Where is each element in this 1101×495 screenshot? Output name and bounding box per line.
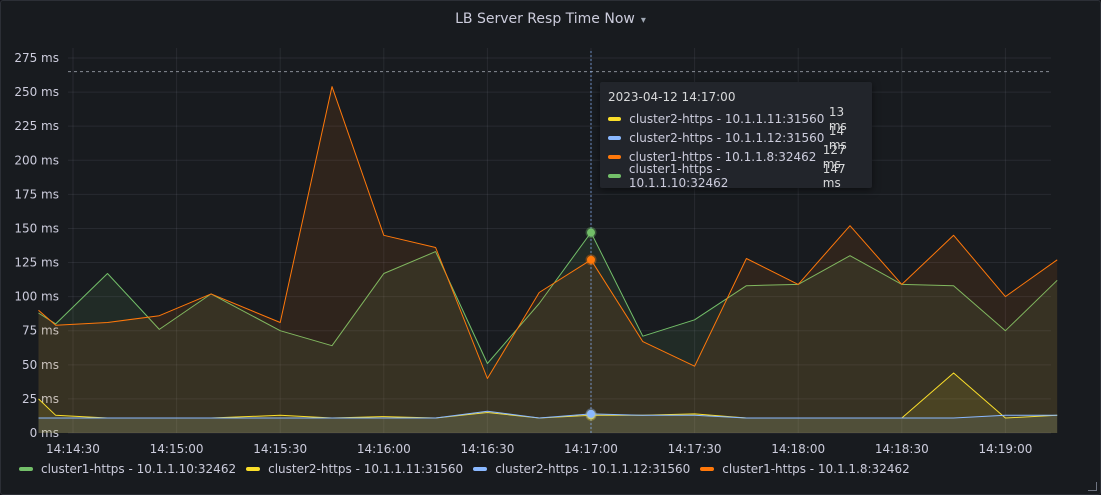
legend-label: cluster2-https - 10.1.1.12:31560	[495, 462, 691, 476]
y-tick-label: 200 ms	[14, 153, 59, 167]
series-area	[38, 86, 1058, 433]
hover-point	[585, 227, 597, 239]
tooltip-row: cluster2-https - 10.1.1.11:31560 13 ms	[608, 105, 864, 133]
tooltip-series-value: 127 ms	[822, 142, 846, 171]
y-tick-label: 50 ms	[22, 358, 59, 372]
series-line	[38, 232, 1058, 364]
legend-swatch	[700, 467, 715, 471]
series-line	[38, 86, 1058, 379]
x-tick-label: 14:15:00	[150, 442, 204, 456]
tooltip-series-value: 147 ms	[822, 161, 846, 190]
tooltip-series-value: 13 ms	[828, 104, 847, 133]
tooltip-series-name: cluster1-https - 10.1.1.8:32462	[628, 149, 817, 164]
legend-swatch	[473, 467, 488, 471]
legend-label: cluster1-https - 10.1.1.10:32462	[41, 462, 237, 476]
legend-item[interactable]: cluster2-https - 10.1.1.11:31560	[246, 462, 463, 476]
series-line	[38, 410, 1058, 419]
legend-swatch	[246, 467, 261, 471]
legend-label: cluster2-https - 10.1.1.11:31560	[268, 462, 464, 476]
tooltip-series-value: 14 ms	[828, 123, 847, 152]
y-tick-label: 225 ms	[14, 119, 59, 133]
hover-point	[585, 408, 597, 420]
x-tick-label: 14:18:30	[875, 442, 929, 456]
y-tick-label: 100 ms	[14, 290, 59, 304]
y-tick-label: 75 ms	[22, 324, 59, 338]
x-tick-label: 14:14:30	[46, 442, 100, 456]
series-area	[38, 232, 1058, 433]
chart-legend: cluster1-https - 10.1.1.10:32462 cluster2…	[19, 460, 910, 478]
tooltip-time: 2023-04-12 14:17:00	[608, 90, 736, 104]
legend-swatch	[19, 467, 33, 471]
tooltip-series-swatch	[608, 173, 621, 178]
y-tick-label: 25 ms	[22, 392, 59, 406]
tooltip-series-swatch	[608, 154, 621, 159]
tooltip-series-name: cluster2-https - 10.1.1.11:31560	[629, 111, 825, 126]
x-tick-label: 14:17:00	[564, 442, 618, 456]
y-tick-label: 125 ms	[14, 256, 59, 270]
y-tick-label: 175 ms	[14, 187, 59, 201]
chevron-down-icon: ▾	[640, 14, 646, 26]
tooltip-series-name: cluster2-https - 10.1.1.12:31560	[629, 130, 825, 145]
x-tick-label: 14:17:30	[668, 442, 722, 456]
panel-header: LB Server Resp Time Now ▾	[1, 1, 1100, 37]
x-tick-label: 14:18:00	[771, 442, 825, 456]
x-tick-label: 14:19:00	[978, 442, 1032, 456]
tooltip-series-name: cluster1-https - 10.1.1.10:32462	[628, 161, 729, 190]
legend-item[interactable]: cluster2-https - 10.1.1.12:31560	[473, 462, 690, 476]
tooltip-series-swatch	[608, 116, 622, 121]
tooltip-row: cluster2-https - 10.1.1.12:31560 14 ms	[608, 124, 864, 152]
x-tick-label: 14:16:00	[357, 442, 411, 456]
series-area	[38, 411, 1058, 433]
tooltip-series-swatch	[608, 135, 622, 140]
x-tick-label: 14:15:30	[253, 442, 307, 456]
tooltip-row: cluster1-https - 10.1.1.8:32462 127 ms	[608, 143, 864, 171]
hover-tooltip: 2023-04-12 14:17:00 cluster2-https - 10.…	[600, 82, 872, 190]
legend-label: cluster1-https - 10.1.1.8:32462	[722, 462, 910, 476]
legend-item[interactable]: cluster1-https - 10.1.1.10:32462	[19, 462, 236, 476]
y-tick-label: 150 ms	[14, 221, 59, 235]
legend-item[interactable]: cluster1-https - 10.1.1.8:32462	[700, 462, 910, 476]
y-tick-label: 250 ms	[14, 85, 59, 99]
resize-handle[interactable]	[1088, 482, 1097, 491]
hover-point	[585, 254, 597, 266]
panel-title-menu[interactable]: LB Server Resp Time Now ▾	[455, 11, 646, 27]
x-tick-label: 14:16:30	[460, 442, 514, 456]
y-tick-label: 0 ms	[30, 426, 59, 440]
panel-title: LB Server Resp Time Now	[455, 11, 635, 27]
y-tick-label: 275 ms	[14, 51, 59, 65]
tooltip-row: cluster1-https - 10.1.1.10:32462 147 ms	[608, 162, 864, 190]
